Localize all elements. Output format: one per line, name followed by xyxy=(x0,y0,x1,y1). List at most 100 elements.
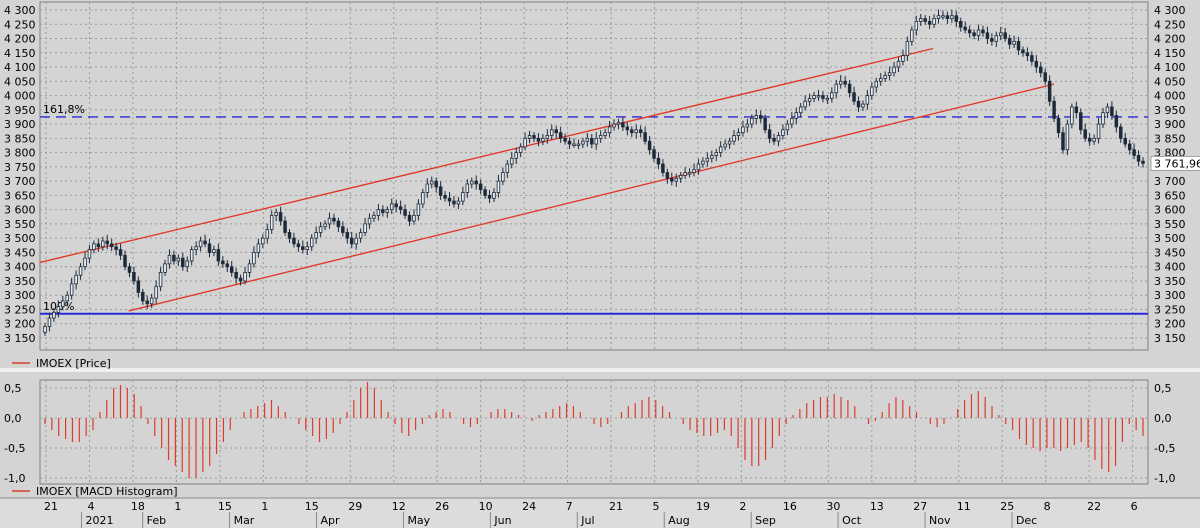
candle-body xyxy=(256,243,261,253)
candle-body xyxy=(914,21,919,31)
x-day-label: 22 xyxy=(1087,500,1101,513)
price-tick-label-right: 3 850 xyxy=(1154,132,1186,145)
candle-body xyxy=(510,157,514,165)
candle-body xyxy=(394,203,398,208)
candle-body xyxy=(643,132,647,142)
candle-body xyxy=(478,183,483,191)
candle-body xyxy=(594,137,598,145)
candle-body xyxy=(92,243,96,250)
candle-body xyxy=(612,123,616,128)
channel-line-upper xyxy=(39,47,934,264)
candle-body xyxy=(474,180,478,185)
candle-body xyxy=(483,189,487,196)
candle-body xyxy=(692,169,696,173)
candle-body xyxy=(101,240,105,248)
candle-body xyxy=(158,271,163,288)
candle-body xyxy=(1141,160,1145,164)
macd-tick-label-left: -1,0 xyxy=(4,472,25,485)
price-tick-label-right: 3 450 xyxy=(1154,246,1186,259)
candle-body xyxy=(1052,100,1056,119)
candle-body xyxy=(1016,40,1021,51)
price-tick-label-left: 3 550 xyxy=(4,218,36,231)
candle-body xyxy=(656,157,661,165)
candle-body xyxy=(985,32,990,39)
candle-body xyxy=(283,220,287,233)
candle-body xyxy=(1079,112,1083,131)
candle-body xyxy=(309,237,314,248)
candle-body xyxy=(892,66,896,74)
candle-body xyxy=(847,83,852,94)
candle-body xyxy=(727,140,732,145)
channel-line-lower xyxy=(128,83,1054,312)
x-day-label: 21 xyxy=(44,500,58,513)
x-day-label: 15 xyxy=(305,500,319,513)
candle-body xyxy=(305,246,310,250)
x-month-label: Nov xyxy=(929,514,951,527)
candle-body xyxy=(198,240,203,248)
candle-body xyxy=(323,223,327,228)
candle-body xyxy=(114,246,118,250)
candle-body xyxy=(821,95,825,99)
candle-body xyxy=(314,232,318,239)
candle-body xyxy=(172,254,176,262)
macd-tick-label-left: 0,0 xyxy=(4,412,22,425)
candle-body xyxy=(221,260,225,265)
candle-body xyxy=(421,192,425,205)
candle-body xyxy=(790,117,794,125)
candle-body xyxy=(181,257,185,268)
candle-body xyxy=(141,291,145,302)
candle-body xyxy=(43,326,47,333)
candle-body xyxy=(149,297,154,305)
candle-body xyxy=(1136,155,1141,162)
candle-body xyxy=(1012,40,1016,45)
candle-body xyxy=(954,15,959,22)
candle-body xyxy=(301,246,305,250)
candle-body xyxy=(336,220,341,228)
candle-body xyxy=(905,40,910,57)
candle-body xyxy=(638,129,643,134)
price-tick-label-left: 3 850 xyxy=(4,132,36,145)
candle-body xyxy=(447,197,452,202)
x-month-label: Apr xyxy=(321,514,341,527)
candle-body xyxy=(461,192,465,202)
candle-body xyxy=(887,72,892,76)
candle-body xyxy=(532,135,536,139)
candle-body xyxy=(207,243,212,253)
candle-body xyxy=(65,294,69,302)
macd-panel xyxy=(39,379,1149,485)
candle-body xyxy=(83,257,87,268)
candle-body xyxy=(901,55,905,62)
candle-body xyxy=(163,263,167,273)
price-tick-label-left: 4 050 xyxy=(4,75,36,88)
x-day-label: 24 xyxy=(522,500,536,513)
candle-body xyxy=(1070,106,1074,125)
candle-body xyxy=(674,177,678,182)
time-axis-bar xyxy=(0,498,1200,528)
price-tick-label-right: 4 100 xyxy=(1154,61,1186,74)
candle-body xyxy=(136,280,141,293)
candle-body xyxy=(932,18,936,25)
candle-body xyxy=(990,38,994,42)
candle-body xyxy=(647,140,652,151)
x-day-label: 18 xyxy=(131,500,145,513)
candle-body xyxy=(1132,149,1136,156)
candle-body xyxy=(332,217,336,222)
x-day-label: 26 xyxy=(435,500,449,513)
candle-body xyxy=(1114,115,1119,128)
price-tick-label-left: 3 400 xyxy=(4,261,36,274)
candle-body xyxy=(603,132,607,136)
x-month-label: Jul xyxy=(580,514,594,527)
candle-body xyxy=(981,29,985,34)
panel-separator xyxy=(0,368,1200,372)
candle-body xyxy=(381,209,385,213)
candle-body xyxy=(870,86,874,96)
candle-body xyxy=(243,271,247,282)
candle-body xyxy=(581,140,585,145)
candle-body xyxy=(292,237,296,245)
price-tick-label-left: 4 000 xyxy=(4,90,36,103)
macd-tick-label-left: -0,5 xyxy=(4,442,25,455)
candle-body xyxy=(745,123,750,128)
candle-body xyxy=(812,95,816,99)
candle-body xyxy=(167,254,172,265)
x-day-label: 30 xyxy=(826,500,840,513)
